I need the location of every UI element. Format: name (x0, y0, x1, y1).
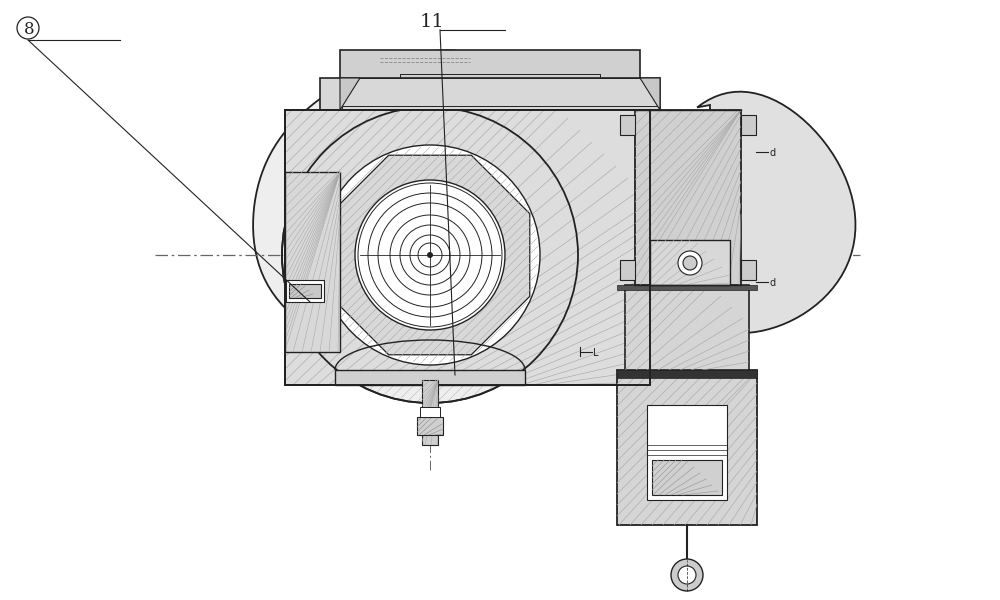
Bar (647, 405, 727, 500)
Polygon shape (697, 92, 855, 355)
Circle shape (427, 252, 433, 258)
Bar (340, 50, 640, 78)
Bar (285, 172, 340, 352)
Bar (620, 115, 635, 135)
Polygon shape (640, 78, 660, 110)
Bar (420, 407, 440, 417)
Circle shape (320, 145, 540, 365)
Polygon shape (340, 78, 360, 110)
Bar (650, 240, 730, 285)
Text: d: d (770, 148, 776, 158)
Text: 11: 11 (420, 13, 445, 31)
Text: L: L (593, 348, 598, 358)
Circle shape (355, 180, 505, 330)
Polygon shape (330, 155, 530, 355)
Bar (741, 115, 756, 135)
Circle shape (282, 107, 578, 403)
Bar (417, 417, 443, 435)
Bar (625, 285, 749, 370)
Bar (617, 370, 757, 378)
Bar (320, 78, 660, 110)
Bar (635, 110, 741, 285)
Bar (335, 370, 525, 385)
Bar (285, 110, 650, 385)
Text: 8: 8 (24, 21, 35, 38)
Circle shape (671, 559, 703, 591)
Bar (652, 460, 722, 495)
Text: d: d (770, 278, 776, 288)
Bar (285, 110, 650, 385)
Bar (620, 260, 635, 280)
Bar (617, 285, 757, 290)
Circle shape (678, 566, 696, 584)
Bar (617, 370, 757, 525)
Polygon shape (253, 50, 654, 356)
Circle shape (678, 251, 702, 275)
Bar (422, 380, 438, 445)
Circle shape (683, 256, 697, 270)
Bar (289, 284, 321, 298)
Bar (741, 260, 756, 280)
Bar (286, 280, 324, 302)
